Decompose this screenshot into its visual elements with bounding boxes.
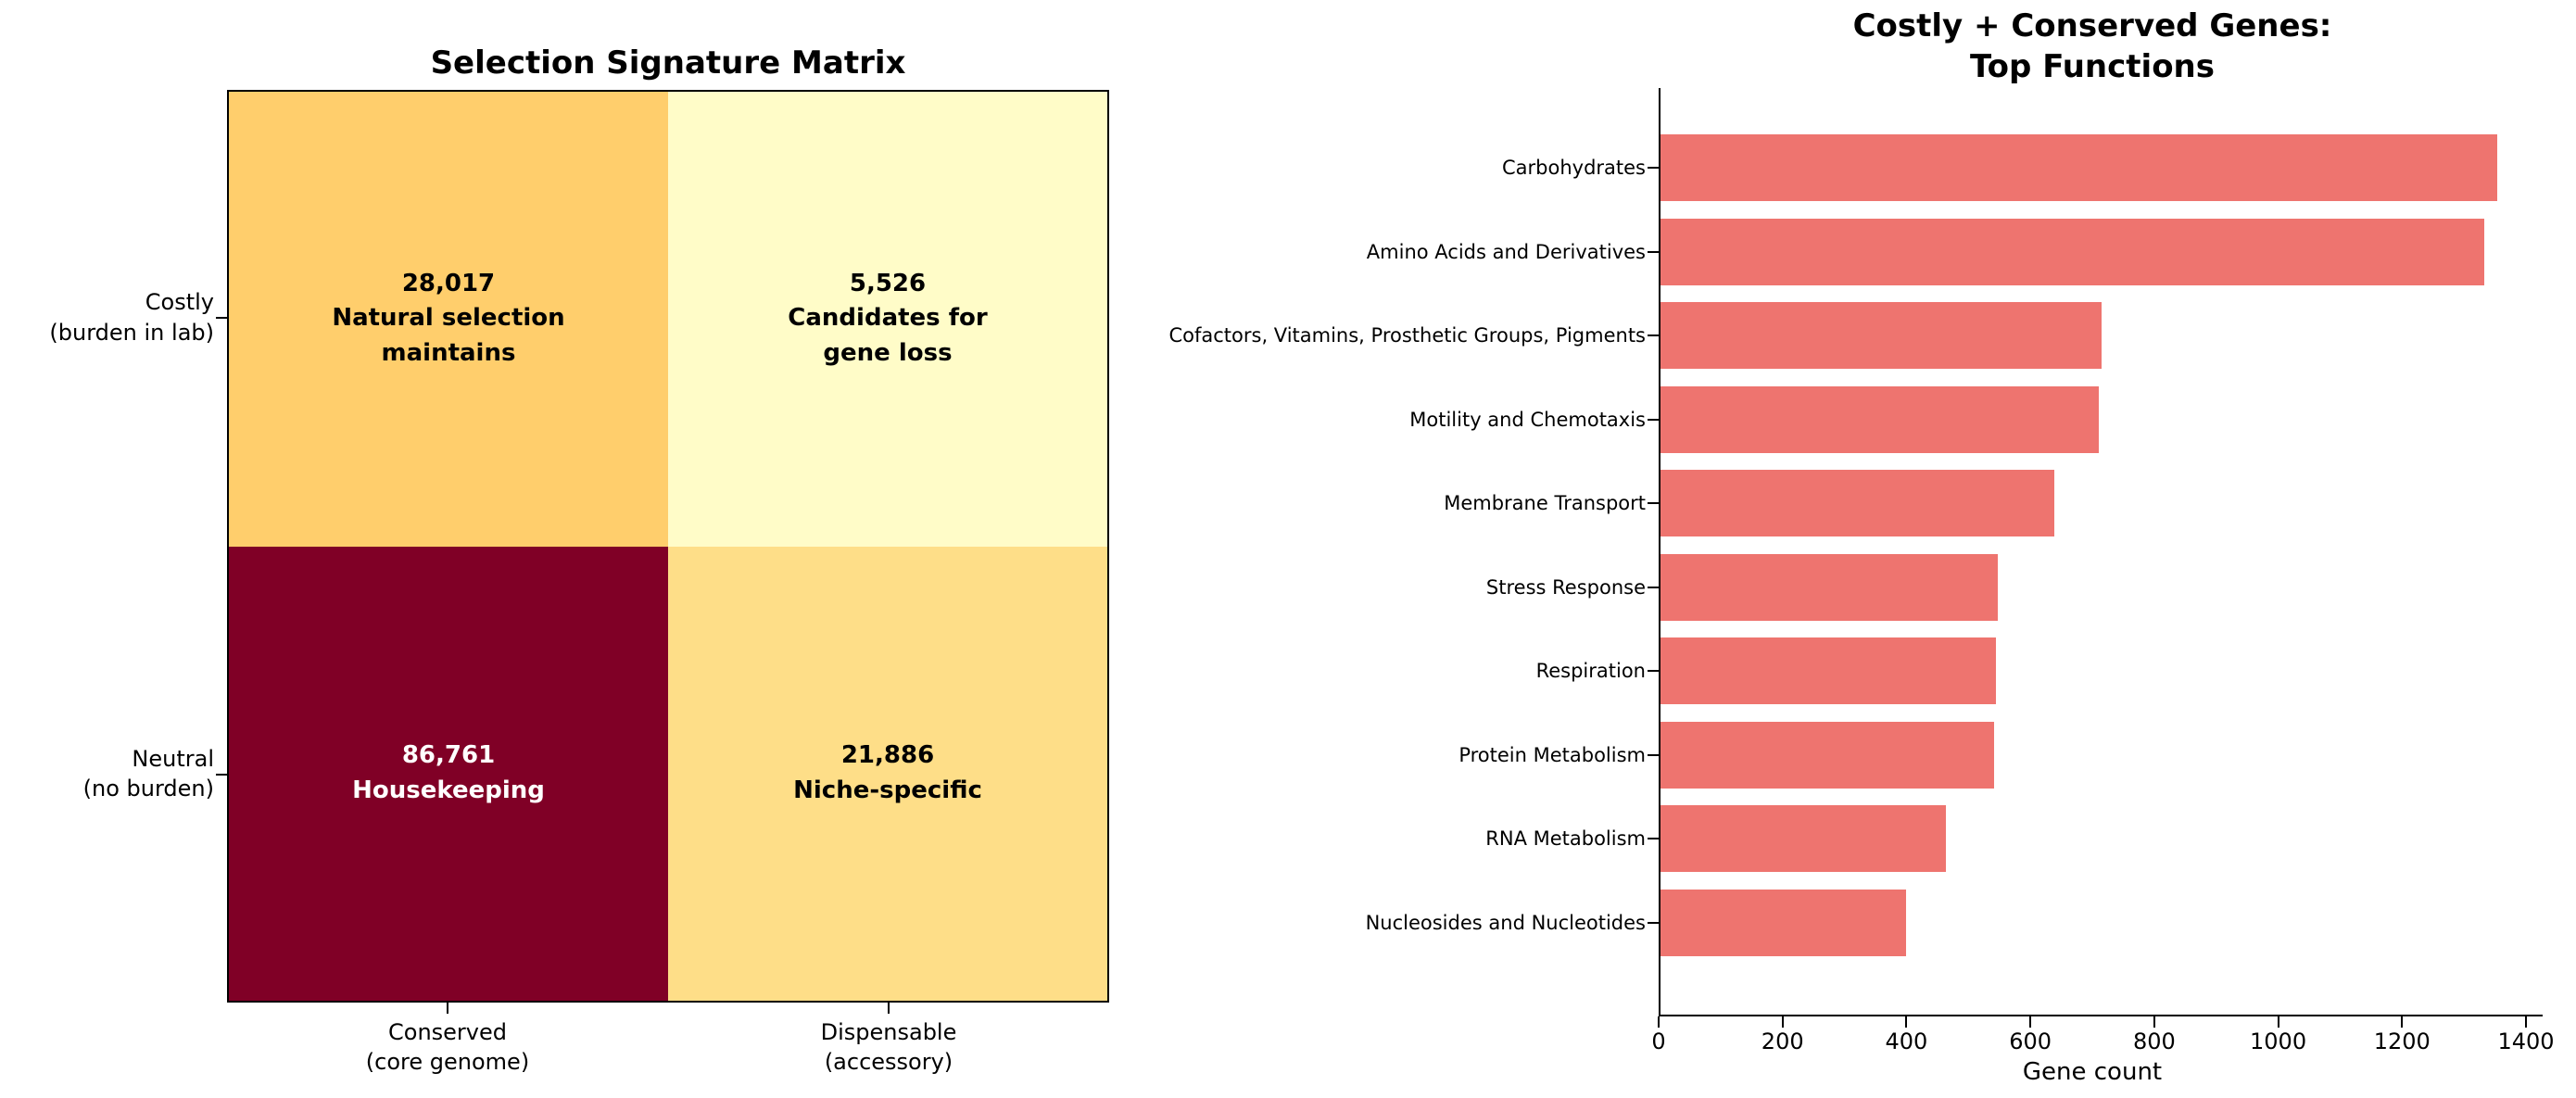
bar-1 <box>1661 218 2484 285</box>
bar-category-label-8: RNA Metabolism <box>1485 827 1646 850</box>
bar-5 <box>1661 553 1998 621</box>
heatmap-plot-area: 28,017 Natural selection maintains 5,526 … <box>227 90 1109 1003</box>
bar-x-tick-0 <box>1658 1016 1660 1028</box>
bar-category-label-0: Carbohydrates <box>1501 157 1646 179</box>
heatmap-col-label-1: Dispensable (accessory) <box>820 1019 957 1076</box>
bar-x-tick-6 <box>2401 1016 2404 1028</box>
heatmap-cell-r1-c1: 21,886 Niche-specific <box>668 546 1107 1001</box>
bar-y-tick-4 <box>1648 502 1659 504</box>
bar-category-label-5: Stress Response <box>1485 575 1646 599</box>
heatmap-cell-r0-c1: 5,526 Candidates for gene loss <box>668 92 1107 547</box>
bar-x-tick-label-6: 1200 <box>2373 1029 2431 1054</box>
bar-x-tick-label-5: 1000 <box>2250 1029 2307 1054</box>
bar-category-label-4: Membrane Transport <box>1444 492 1646 514</box>
bar-x-axis-label: Gene count <box>2022 1058 2163 1086</box>
bar-x-tick-2 <box>1905 1016 1908 1028</box>
bar-x-tick-7 <box>2525 1016 2527 1028</box>
bar-4 <box>1661 470 2054 536</box>
bar-x-tick-1 <box>1781 1016 1784 1028</box>
heatmap-row-label-1: Neutral (no burden) <box>82 745 214 802</box>
bar-category-label-1: Amino Acids and Derivatives <box>1366 240 1646 263</box>
bar-x-tick-label-4: 800 <box>2132 1029 2176 1054</box>
bar-y-tick-9 <box>1648 921 1659 924</box>
bar-y-tick-3 <box>1648 418 1659 421</box>
heatmap-cell-r0-c0: 28,017 Natural selection maintains <box>229 92 668 547</box>
bar-category-label-2: Cofactors, Vitamins, Prosthetic Groups, … <box>1168 324 1646 347</box>
bar-0 <box>1661 134 2497 201</box>
bar-y-tick-2 <box>1648 334 1659 336</box>
bar-7 <box>1661 721 1994 789</box>
bar-9 <box>1661 889 1906 956</box>
heatmap-x-tick-0 <box>447 1003 448 1014</box>
bar-chart-x-spine <box>1659 1015 2543 1016</box>
bar-y-tick-6 <box>1648 670 1659 672</box>
bar-y-tick-1 <box>1648 250 1659 253</box>
bar-y-tick-5 <box>1648 586 1659 588</box>
bar-chart-y-spine <box>1659 88 1661 1016</box>
bar-2 <box>1661 302 2102 369</box>
heatmap-cell-annotation: 5,526 Candidates for gene loss <box>788 269 988 368</box>
bar-6 <box>1661 637 1996 704</box>
heatmap-y-tick-1 <box>216 773 227 776</box>
bar-x-tick-5 <box>2277 1016 2279 1028</box>
bar-y-tick-0 <box>1648 167 1659 169</box>
heatmap-cell-annotation: 86,761 Housekeeping <box>352 741 545 804</box>
heatmap-row-label-0: Costly (burden in lab) <box>49 289 214 346</box>
bar-category-label-9: Nucleosides and Nucleotides <box>1365 911 1646 934</box>
heatmap-col-label-0: Conserved (core genome) <box>365 1019 530 1076</box>
bar-x-tick-label-7: 1400 <box>2497 1029 2555 1054</box>
heatmap-title: Selection Signature Matrix <box>430 44 906 82</box>
bar-x-tick-4 <box>2153 1016 2155 1028</box>
heatmap-cell-annotation: 21,886 Niche-specific <box>793 741 982 804</box>
bar-x-tick-3 <box>2029 1016 2032 1028</box>
bar-8 <box>1661 805 1946 872</box>
bar-y-tick-7 <box>1648 753 1659 756</box>
heatmap-cell-annotation: 28,017 Natural selection maintains <box>332 269 565 368</box>
bar-chart-title: Costly + Conserved Genes: Top Functions <box>1852 7 2332 86</box>
bar-x-tick-label-3: 600 <box>2009 1029 2052 1054</box>
bar-category-label-3: Motility and Chemotaxis <box>1409 408 1646 431</box>
bar-x-tick-label-1: 200 <box>1761 1029 1804 1054</box>
heatmap-y-tick-0 <box>216 317 227 320</box>
bar-category-label-7: Protein Metabolism <box>1458 743 1646 766</box>
bar-x-tick-label-0: 0 <box>1651 1029 1666 1054</box>
bar-x-tick-label-2: 400 <box>1885 1029 1928 1054</box>
heatmap-cell-r1-c0: 86,761 Housekeeping <box>229 546 668 1001</box>
bar-y-tick-8 <box>1648 838 1659 839</box>
bar-category-label-6: Respiration <box>1535 660 1646 682</box>
bar-3 <box>1661 385 2099 453</box>
heatmap-x-tick-1 <box>888 1003 890 1014</box>
